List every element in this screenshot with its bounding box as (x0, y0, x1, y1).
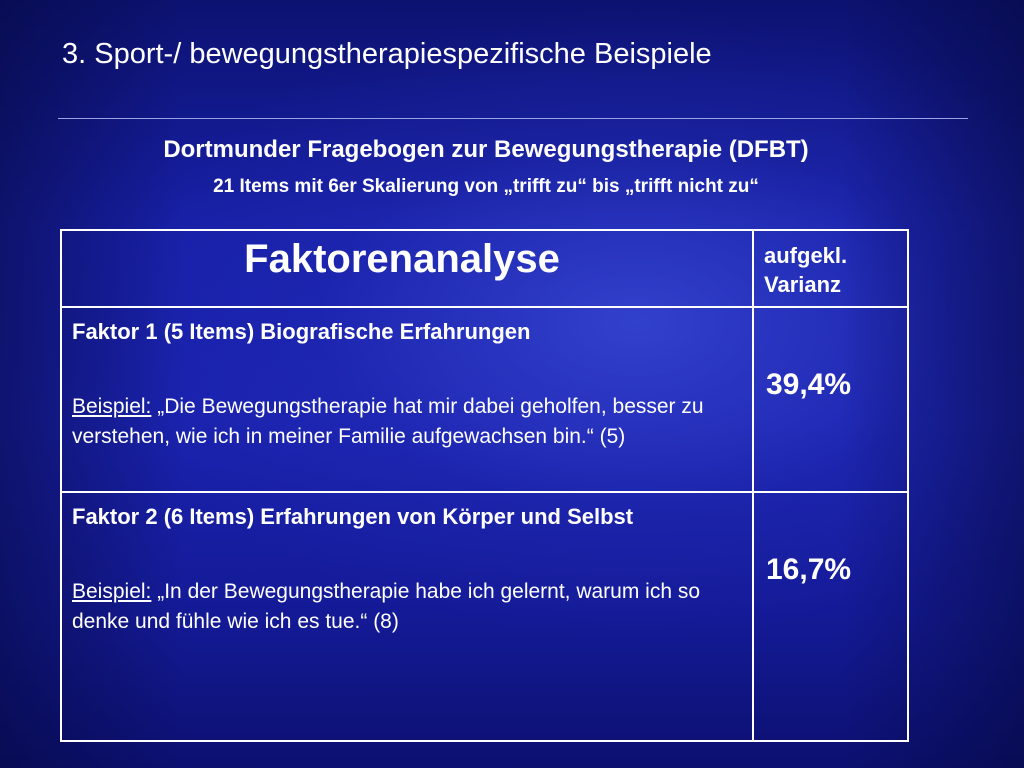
factor-example: Beispiel: „In der Bewegungstherapie habe… (72, 577, 742, 637)
factor-cell: Faktor 1 (5 Items) Biografische Erfahrun… (60, 306, 754, 493)
factor-cell: Faktor 2 (6 Items) Erfahrungen von Körpe… (60, 491, 754, 742)
factor-title: Faktor 2 (6 Items) Erfahrungen von Körpe… (72, 504, 634, 529)
title-divider (58, 118, 968, 119)
factor-example: Beispiel: „Die Bewegungstherapie hat mir… (72, 392, 742, 452)
example-text: „Die Bewegungstherapie hat mir dabei geh… (72, 395, 704, 448)
variance-value: 16,7% (752, 491, 909, 742)
questionnaire-description: 21 Items mit 6er Skalierung von „trifft … (213, 176, 759, 197)
slide-title: 3. Sport-/ bewegungstherapiespezifische … (62, 38, 712, 70)
table-header-row: Faktorenanalyse aufgekl. Varianz (60, 229, 909, 308)
example-label: Beispiel: (72, 395, 152, 418)
table-row: Faktor 1 (5 Items) Biografische Erfahrun… (60, 306, 909, 493)
example-text: „In der Bewegungstherapie habe ich geler… (72, 580, 701, 633)
header-variance-line2: Varianz (764, 272, 842, 297)
questionnaire-title: Dortmunder Fragebogen zur Bewegungsthera… (163, 136, 809, 163)
table-row: Faktor 2 (6 Items) Erfahrungen von Körpe… (60, 491, 909, 742)
factor-analysis-table: Faktorenanalyse aufgekl. Varianz Faktor … (60, 229, 909, 742)
header-explained-variance: aufgekl. Varianz (752, 229, 909, 308)
header-factor-analysis: Faktorenanalyse (60, 229, 754, 308)
header-variance-line1: aufgekl. (764, 243, 848, 268)
factor-title: Faktor 1 (5 Items) Biografische Erfahrun… (72, 319, 531, 344)
example-label: Beispiel: (72, 580, 152, 603)
variance-value: 39,4% (752, 306, 909, 493)
